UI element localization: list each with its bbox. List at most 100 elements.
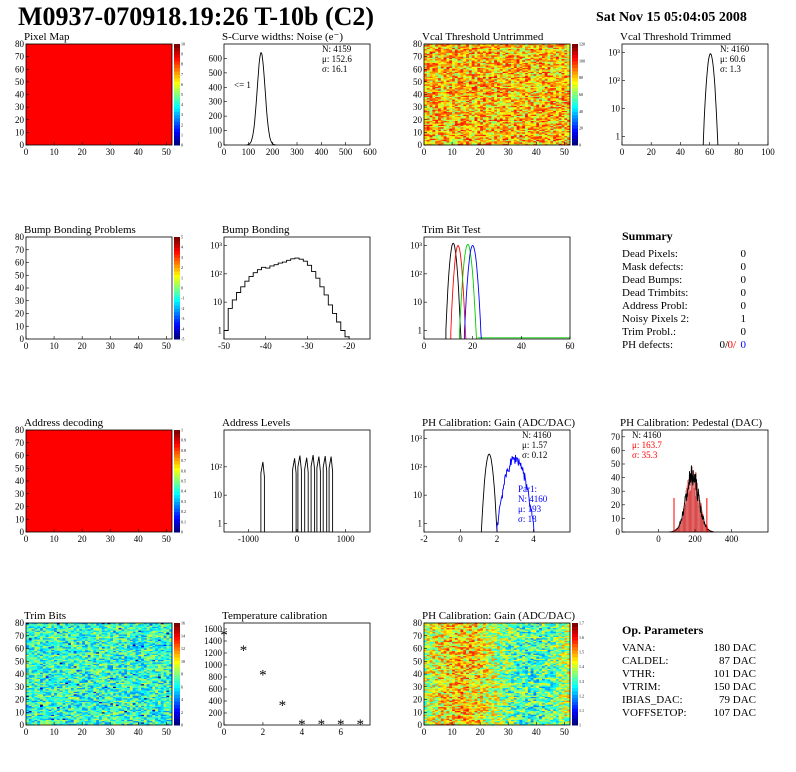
- y-tick-label: 10: [611, 513, 621, 523]
- x-tick-label: 40: [532, 147, 542, 157]
- x-tick-label: -2: [420, 534, 428, 544]
- colorbar-label: 1.3: [579, 679, 584, 684]
- op-param-label: VOFFSETOP:: [622, 707, 687, 719]
- temperature-calibration-title: Temperature calibration: [222, 610, 328, 622]
- op-param-value: 107 DAC: [682, 707, 756, 719]
- colorbar-label: 1: [181, 428, 183, 433]
- summary-value: 0: [718, 326, 746, 338]
- x-tick-label: 0: [656, 534, 661, 544]
- x-tick-label: 40: [134, 727, 144, 737]
- y-tick-label: 40: [413, 669, 423, 679]
- op-param-label: VTHR:: [622, 668, 655, 680]
- x-tick-label: 10: [50, 147, 60, 157]
- y-tick-label: 50: [15, 656, 25, 666]
- trim-bits-frame: [26, 623, 172, 725]
- y-tick-label: 10²: [210, 269, 222, 279]
- x-tick-label: 0: [620, 147, 625, 157]
- y-tick-label: 1: [218, 325, 223, 335]
- y-tick-label: 60: [15, 258, 25, 268]
- s-curve-series-0: [246, 53, 276, 145]
- x-tick-label: 300: [290, 147, 304, 157]
- x-tick-label: 0: [24, 341, 29, 351]
- colorbar-label: 0.2: [181, 509, 186, 514]
- y-tick-label: 400: [209, 696, 223, 706]
- colorbar-label: 120: [579, 42, 585, 47]
- y-tick-label: 60: [413, 644, 423, 654]
- colorbar-label: 0: [181, 530, 183, 535]
- colorbar-label: 4: [181, 697, 183, 702]
- ph-gain-title: PH Calibration: Gain (ADC/DAC): [422, 417, 575, 429]
- y-tick-label: 20: [611, 500, 621, 510]
- ph-gain-stat: σ: 0.12: [522, 450, 547, 460]
- colorbar-label: 1: [579, 723, 581, 728]
- x-tick-label: 200: [266, 147, 280, 157]
- summary-row-ph-defects: PH defects: 0/ 0/ 0: [622, 339, 748, 352]
- y-tick-label: 80: [15, 232, 25, 242]
- x-tick-label: -1000: [238, 534, 259, 544]
- x-tick-label: 40: [134, 147, 144, 157]
- colorbar-label: 10: [181, 659, 185, 664]
- summary-label: Dead Pixels:: [622, 248, 678, 260]
- y-tick-label: 400: [209, 82, 223, 92]
- s-curve-annotation: <= 1: [234, 80, 251, 90]
- x-tick-label: 80: [734, 147, 744, 157]
- x-tick-label: 50: [560, 147, 570, 157]
- page-date: Sat Nov 15 05:04:05 2008: [596, 10, 747, 26]
- summary-row: Dead Pixels: 0: [622, 248, 748, 261]
- y-tick-label: 10: [15, 321, 25, 331]
- y-tick-label: 50: [15, 270, 25, 280]
- address-levels-title: Address Levels: [222, 417, 290, 429]
- y-tick-label: 10: [15, 707, 25, 717]
- data-point: *: [240, 643, 248, 659]
- x-tick-label: 400: [725, 534, 739, 544]
- y-tick-label: 80: [15, 618, 25, 628]
- colorbar-label: 16: [181, 621, 185, 626]
- x-tick-label: 10: [50, 341, 60, 351]
- pixel-map-cells: [26, 44, 172, 145]
- colorbar-label: 2: [181, 265, 183, 270]
- y-tick-label: 10²: [410, 269, 422, 279]
- y-tick-label: 1600: [204, 624, 223, 634]
- colorbar-label: 0.3: [181, 499, 186, 504]
- trim-bit-test-series-3: [464, 246, 481, 340]
- ph-pedestal-stat: N: 4160: [632, 430, 662, 440]
- s-curve-stat: μ: 152.6: [322, 54, 352, 64]
- pixel-map-title: Pixel Map: [24, 31, 70, 43]
- y-tick-label: 40: [15, 476, 25, 486]
- summary-label: Address Probl:: [622, 300, 688, 312]
- trim-bits-cells: [26, 623, 172, 725]
- y-tick-label: 20: [15, 502, 25, 512]
- summary-label: Trim Probl.:: [622, 326, 676, 338]
- x-tick-label: 0: [222, 727, 227, 737]
- x-tick-label: 0: [24, 534, 29, 544]
- colorbar-label: 7: [181, 72, 183, 77]
- op-param-value: 87 DAC: [682, 655, 756, 667]
- colorbar-label: 0.9: [181, 438, 186, 443]
- x-tick-label: -40: [260, 341, 272, 351]
- x-tick-label: 0: [24, 727, 29, 737]
- colorbar-label: 4: [181, 245, 183, 250]
- x-tick-label: 60: [566, 341, 576, 351]
- y-tick-label: 70: [15, 631, 25, 641]
- x-tick-label: 50: [162, 147, 172, 157]
- summary-label: Mask defects:: [622, 261, 683, 273]
- y-tick-label: 0: [20, 334, 25, 344]
- x-tick-label: 20: [78, 727, 88, 737]
- summary-value: 0: [718, 261, 746, 273]
- x-tick-label: 10: [448, 727, 458, 737]
- summary-label: Noisy Pixels 2:: [622, 313, 689, 325]
- y-tick-label: 60: [15, 451, 25, 461]
- vcal-trimmed-series-0: [703, 54, 718, 145]
- trim-bit-test-series-2: [460, 244, 571, 339]
- y-tick-label: 10²: [608, 75, 620, 85]
- y-tick-label: 300: [209, 97, 223, 107]
- bump-bonding-title: Bump Bonding: [222, 224, 290, 236]
- x-tick-label: -20: [343, 341, 355, 351]
- x-tick-label: 40: [676, 147, 686, 157]
- colorbar-label: 10: [181, 42, 185, 47]
- y-tick-label: 60: [15, 644, 25, 654]
- y-tick-label: 10: [413, 127, 423, 137]
- y-tick-label: 1: [418, 518, 423, 528]
- x-tick-label: 20: [468, 341, 478, 351]
- vcal-trimmed-stat: σ: 1.3: [720, 64, 741, 74]
